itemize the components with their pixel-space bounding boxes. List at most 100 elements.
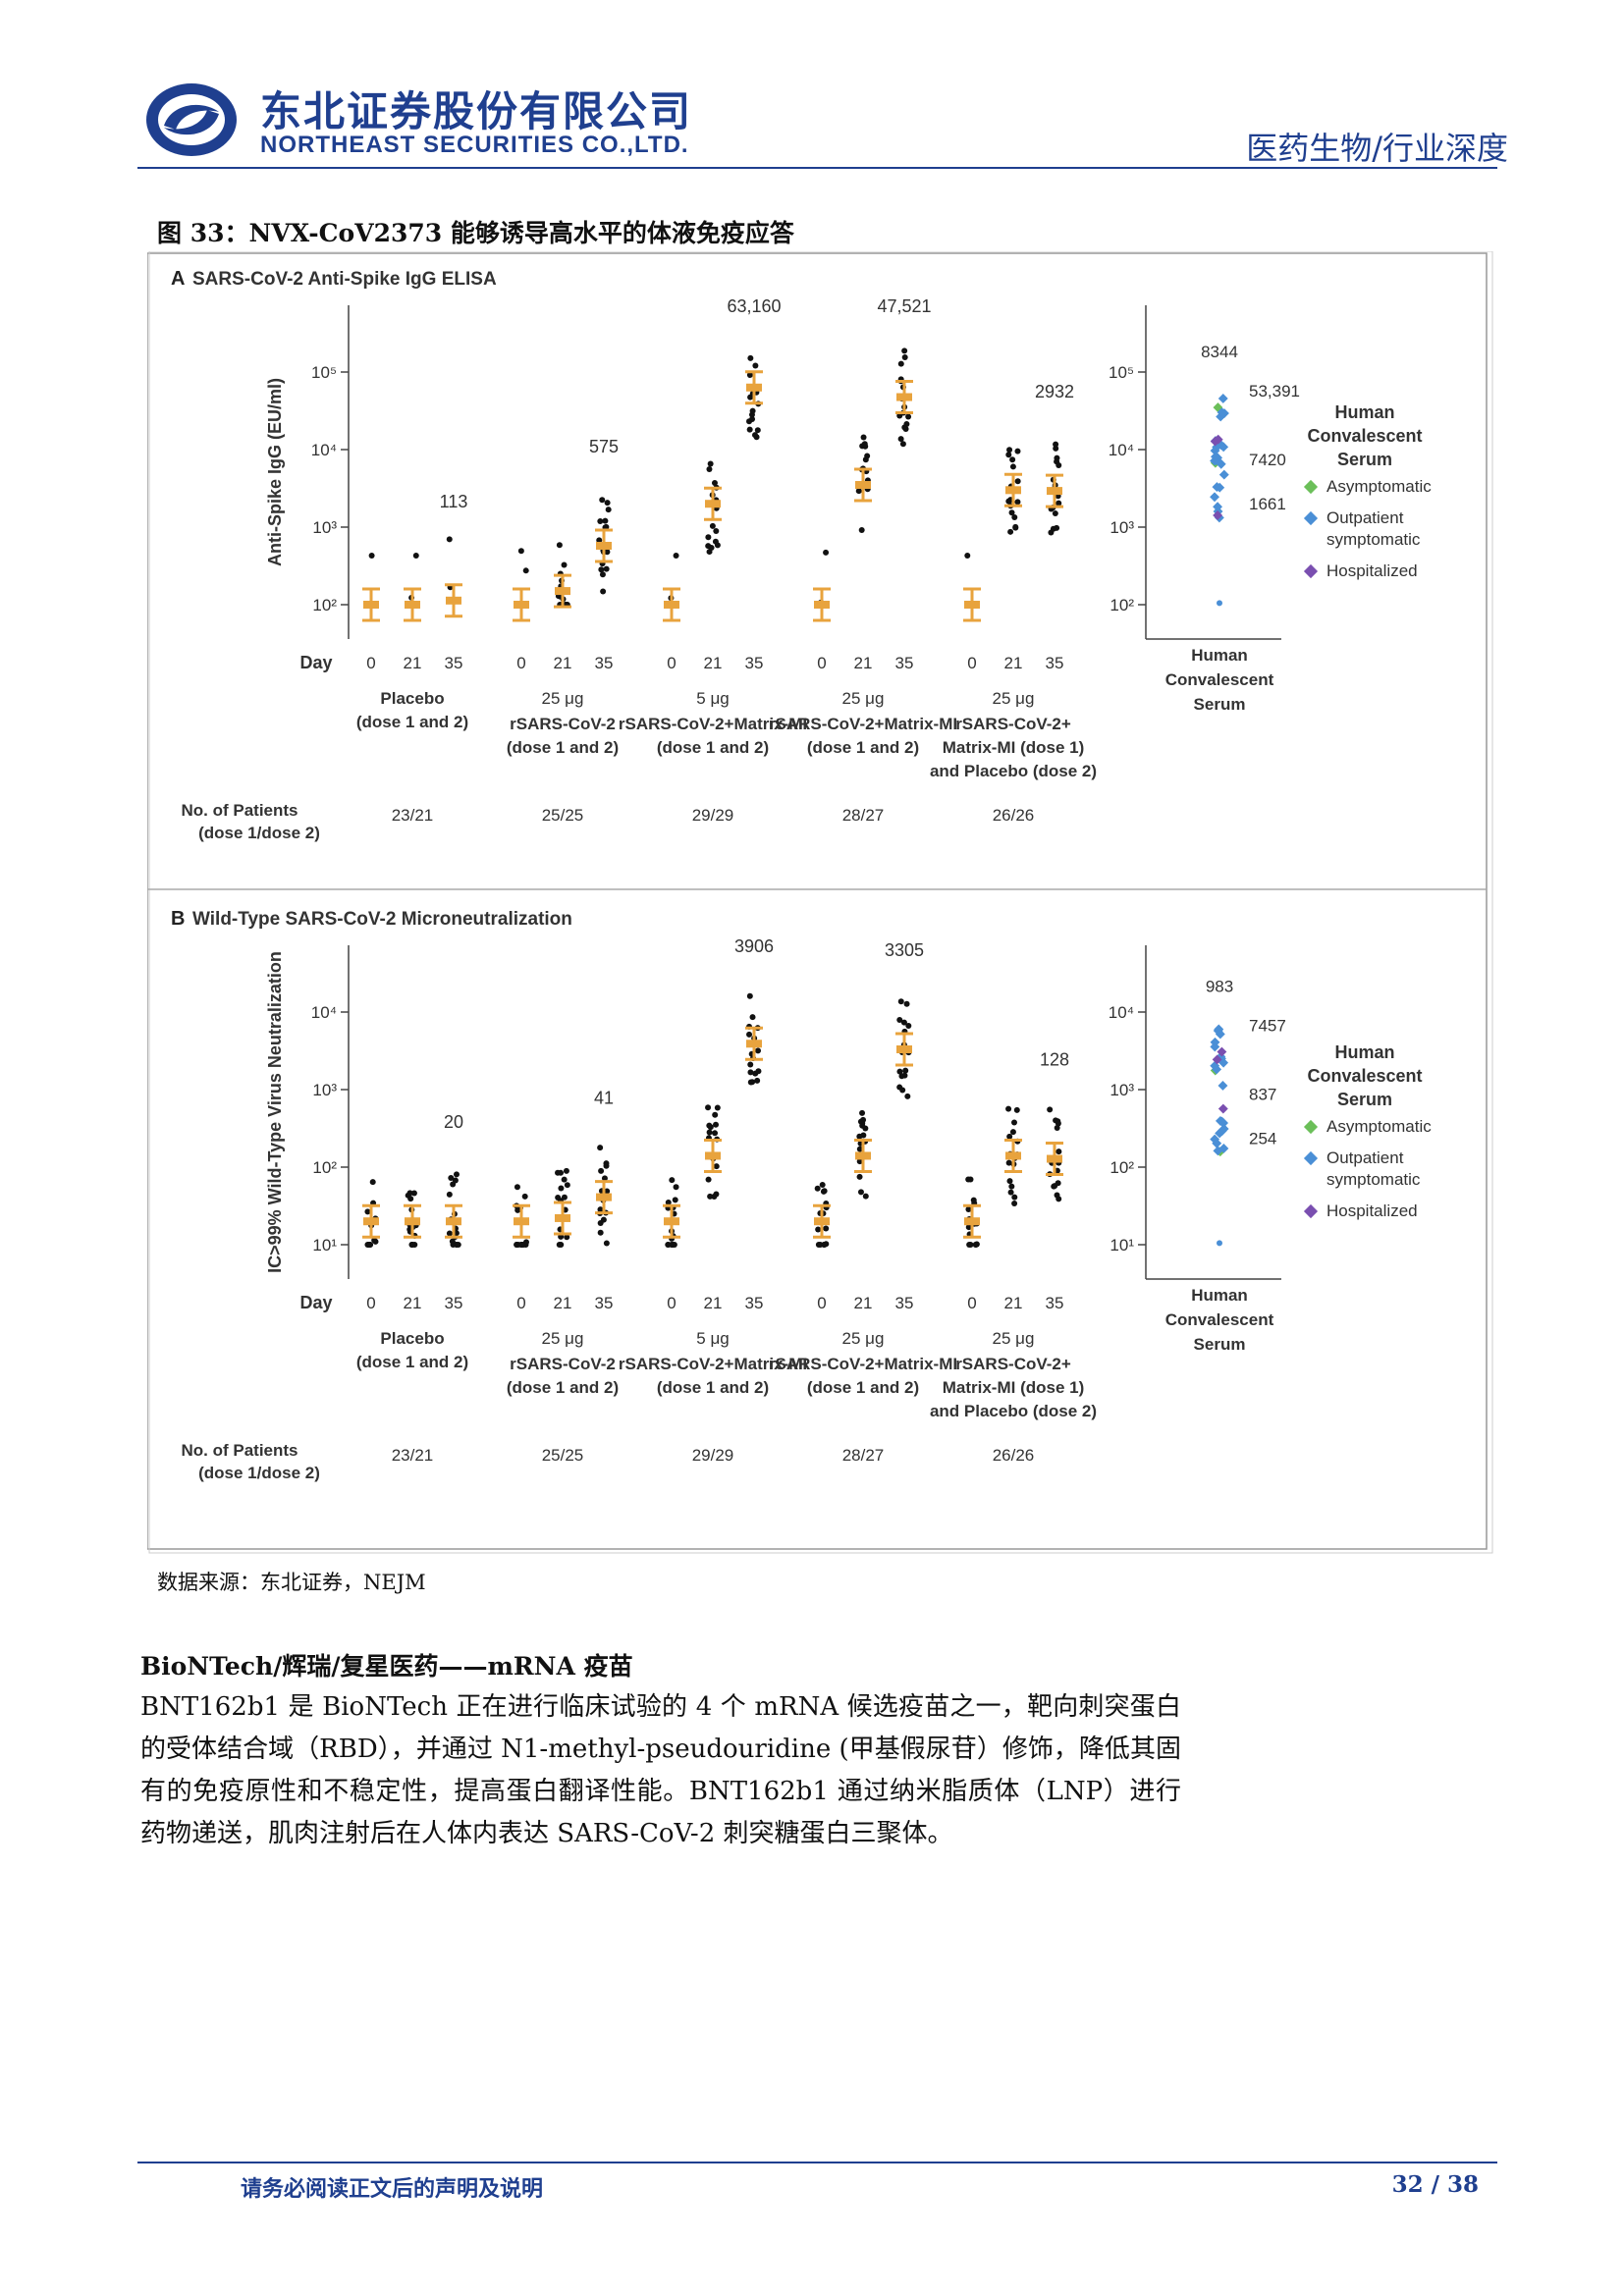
data-point [602,517,609,524]
legend-item: symptomatic [1326,1170,1421,1189]
mean-marker [705,500,721,508]
data-point [823,549,830,556]
mean-marker [896,1044,912,1053]
data-point [665,1199,672,1205]
mean-marker [964,1217,980,1226]
day-tick-label: 35 [445,1294,463,1312]
data-point [446,1230,453,1237]
company-name-cn: 东北证券股份有限公司 [260,87,693,135]
convalescent-axis-label: Serum [1194,695,1246,714]
data-point [706,1129,713,1136]
day-tick-label: 0 [967,654,976,672]
legend-item: Hospitalized [1326,1201,1418,1220]
data-point [899,441,906,448]
day-tick-label: 35 [895,1294,914,1312]
legend-marker [1303,1119,1319,1135]
value-label: 3906 [734,936,774,956]
mean-marker [1047,1154,1062,1163]
data-point [896,1017,903,1024]
data-point [1007,528,1014,535]
data-point [556,542,563,549]
value-label: 47,521 [877,296,931,316]
data-point [446,536,453,543]
value-label: 113 [440,492,468,511]
data-point [604,1188,611,1195]
group-name: Matrix-MI (dose 1) [943,1378,1085,1397]
day-tick-label: 21 [404,654,422,672]
mean-marker [855,481,871,490]
mean-marker [664,601,679,609]
value-label: 575 [589,437,619,456]
data-point [671,1242,677,1248]
mean-marker [446,1217,461,1226]
data-point [1048,529,1055,536]
day-tick-label: 35 [445,654,463,672]
legend-marker [1303,510,1319,526]
data-point [855,488,862,495]
convalescent-axis-label: Human [1191,1286,1248,1305]
group-dose: 25 μg [842,689,885,708]
value-label: 20 [444,1112,463,1132]
data-point [564,1182,570,1189]
footer-notice: 请务必阅读正文后的声明及说明 [241,2177,544,2202]
data-point [815,1226,822,1233]
day-tick-label: 0 [817,1294,826,1312]
legend-item: symptomatic [1326,530,1421,549]
data-point [903,1000,910,1007]
data-point [561,561,568,568]
convalescent-point [1213,510,1223,520]
day-tick-label: 0 [817,654,826,672]
patients-count: 25/25 [542,1446,584,1465]
data-point [858,527,865,534]
data-point [450,1181,457,1188]
figure-caption: 图 33：NVX-CoV2373 能够诱导高水平的体液免疫应答 [157,219,794,247]
data-point [1007,1189,1014,1196]
convalescent-value-label: 254 [1249,1130,1276,1148]
mean-marker [405,601,420,609]
legend-marker [1303,563,1319,579]
data-point [1056,1148,1062,1155]
day-label: Day [299,653,332,672]
day-tick-label: 0 [516,1294,525,1312]
day-tick-label: 21 [1004,1294,1023,1312]
y-tick-label: 10³ [1110,1081,1134,1099]
data-point [898,1073,905,1080]
data-point [1014,448,1021,454]
legend-item: Asymptomatic [1326,477,1432,496]
data-point [1013,1106,1020,1113]
mean-marker [555,1213,570,1222]
data-point [712,1130,719,1137]
data-point [862,1193,869,1200]
data-point [902,425,909,432]
data-point [901,354,908,361]
data-point [517,548,524,555]
mean-marker [964,601,980,609]
legend-title: Convalescent [1307,426,1422,446]
convalescent-point [1218,1081,1228,1091]
mean-marker [814,601,830,609]
group-name: and Placebo (dose 2) [930,1402,1097,1420]
mean-marker [596,541,612,550]
data-point [673,1184,679,1191]
data-point [896,1068,903,1075]
convalescent-point [1212,1064,1222,1075]
data-point [455,1242,461,1248]
data-point [1008,509,1015,516]
data-point [713,1191,720,1198]
panel-title: SARS-CoV-2 Anti-Spike IgG ELISA [192,269,497,290]
y-tick-label: 10² [312,596,337,614]
group-dose: 25 μg [542,689,584,708]
data-point [514,1184,520,1191]
mean-marker [1005,1151,1021,1160]
data-point [603,565,610,572]
value-label: 41 [594,1089,614,1108]
report-type: 医药生物/行业深度 [1246,130,1508,167]
day-tick-label: 35 [1046,654,1064,672]
data-point [599,571,606,578]
group-name: (dose 1 and 2) [356,713,468,731]
data-point [597,518,604,525]
data-point [1054,454,1060,461]
section-title: BioNTech/辉瑞/复星医药——mRNA 疫苗 [140,1652,633,1681]
group-name: (dose 1 and 2) [356,1353,468,1371]
page-number: 32 / 38 [1391,2171,1479,2198]
